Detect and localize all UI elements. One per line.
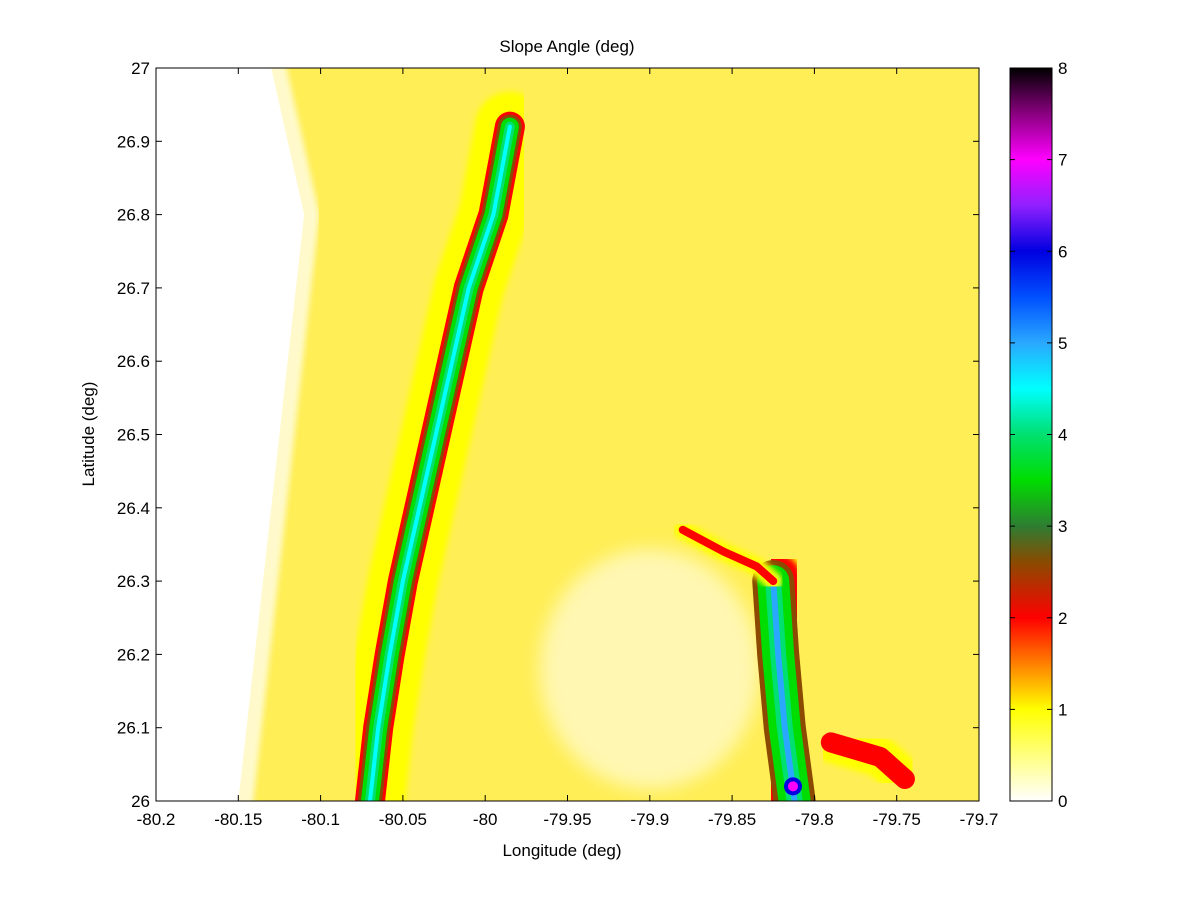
y-tick-label: 26.7 (117, 279, 150, 298)
y-axis-label: Latitude (deg) (79, 382, 98, 487)
heatmap-plot (156, 68, 979, 801)
colorbar-tick-label: 1 (1058, 700, 1067, 719)
y-tick-label: 26.2 (117, 645, 150, 664)
x-tick-label: -80 (473, 810, 498, 829)
x-tick-label: -79.75 (873, 810, 921, 829)
heatmap-peak (788, 781, 798, 791)
y-tick-label: 26 (131, 792, 150, 811)
colorbar-scale (1010, 68, 1052, 801)
y-tick-label: 26.6 (117, 352, 150, 371)
colorbar-tick-label: 6 (1058, 242, 1067, 261)
colorbar-tick-label: 4 (1058, 426, 1067, 445)
x-tick-label: -80.05 (379, 810, 427, 829)
x-tick-label: -79.9 (630, 810, 669, 829)
colorbar-tick-label: 3 (1058, 517, 1067, 536)
colorbar-tick-label: 5 (1058, 334, 1067, 353)
y-tick-label: 26.1 (117, 719, 150, 738)
x-axis-label: Longitude (deg) (502, 841, 621, 860)
heatmap-low-slope-patch (540, 549, 760, 789)
x-tick-label: -79.95 (543, 810, 591, 829)
x-tick-label: -79.7 (960, 810, 999, 829)
y-tick-label: 26.5 (117, 426, 150, 445)
x-tick-label: -80.1 (301, 810, 340, 829)
x-tick-label: -79.8 (795, 810, 834, 829)
colorbar-tick-label: 8 (1058, 59, 1067, 78)
colorbar-tick-label: 2 (1058, 609, 1067, 628)
y-tick-label: 27 (131, 59, 150, 78)
y-tick-label: 26.3 (117, 572, 150, 591)
colorbar: 0 1 2 3 4 5 6 7 8 (1010, 59, 1067, 811)
colorbar-tick-label: 7 (1058, 151, 1067, 170)
chart-title: Slope Angle (deg) (499, 37, 634, 56)
y-tick-label: 26.8 (117, 206, 150, 225)
colorbar-tick-label: 0 (1058, 792, 1067, 811)
x-tick-label: -80.2 (137, 810, 176, 829)
y-tick-label: 26.9 (117, 132, 150, 151)
x-tick-label: -79.85 (708, 810, 756, 829)
x-tick-label: -80.15 (214, 810, 262, 829)
y-tick-label: 26.4 (117, 499, 150, 518)
